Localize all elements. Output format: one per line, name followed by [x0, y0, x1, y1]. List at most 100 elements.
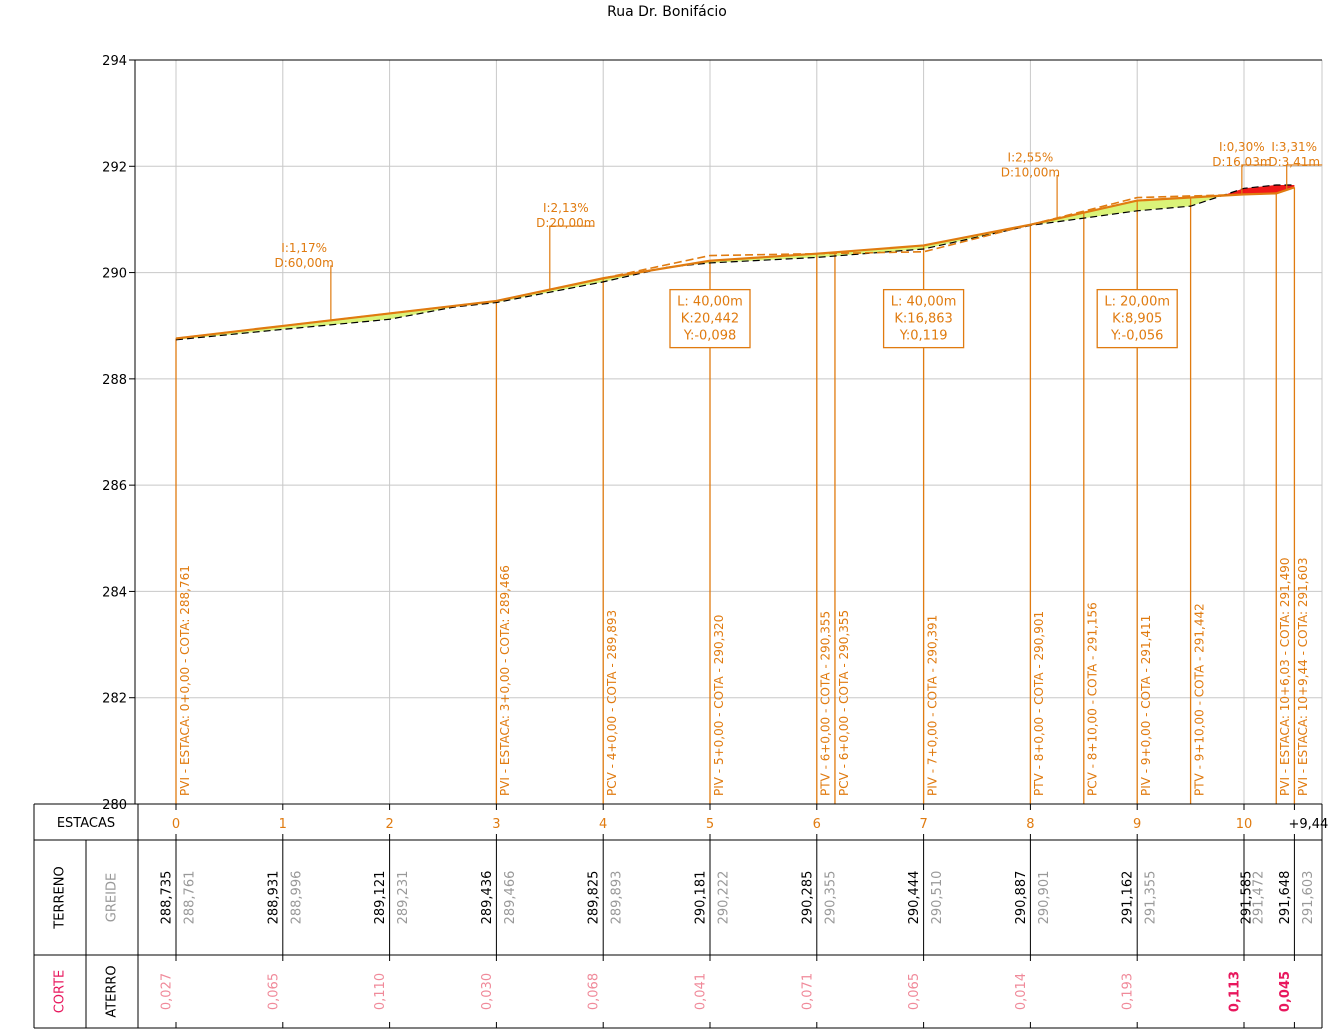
axes: 280 282 284 286 288 290 292 294 [102, 54, 1322, 813]
station-label: PVI - ESTACA: 10+6,03 - COTA: 291,490 [1278, 558, 1292, 796]
estaca-label: 1 [279, 817, 287, 832]
grade-leader [330, 265, 333, 321]
estaca-label: 5 [706, 817, 714, 832]
corte-aterro-value: 0,193 [1121, 973, 1136, 1010]
station-label: PIV - 7+0,00 - COTA - 290,391 [925, 615, 939, 796]
greide-value: 290,355 [823, 871, 838, 925]
corte-aterro-value: 0,027 [160, 973, 175, 1010]
curve-box-line: L: 40,00m [891, 295, 957, 310]
grade-distance-label: D:60,00m [274, 256, 333, 270]
corte-aterro-value: 0,113 [1228, 971, 1243, 1012]
corte-aterro-value: 0,068 [587, 973, 602, 1010]
terreno-line [175, 184, 1295, 341]
curve-box-line: L: 20,00m [1104, 295, 1170, 310]
greide-value: 288,996 [289, 871, 304, 925]
greide-value: 290,222 [717, 871, 732, 925]
terreno-value: 288,735 [160, 871, 175, 925]
terreno-value: 289,121 [373, 871, 388, 925]
curve-box-line: Y:-0,056 [1110, 329, 1164, 344]
grade-leader [1286, 164, 1323, 190]
y-tick-label: 284 [102, 585, 127, 600]
y-tick-label: 294 [102, 54, 127, 69]
station-label: PCV - 8+10,00 - COTA - 291,156 [1086, 602, 1100, 796]
estaca-label: 9 [1133, 817, 1141, 832]
station-label: PTV - 6+0,00 - COTA - 290,355 [819, 611, 833, 796]
estacas-header: ESTACAS [57, 816, 115, 831]
grade-label: I:1,17% [281, 241, 327, 255]
aterro-header: ATERRO [105, 965, 120, 1017]
grade-label: I:2,13% [543, 201, 589, 215]
greide-value: 291,603 [1301, 871, 1316, 925]
grade-label: I:0,30% [1219, 140, 1265, 154]
estaca-label: +9,44 [1288, 817, 1328, 832]
corte-aterro-value: 0,065 [266, 973, 281, 1010]
curve-box-line: K:8,905 [1112, 312, 1162, 327]
grade-distance-label: D:10,00m [1001, 166, 1060, 180]
corte-aterro-value: 0,065 [907, 973, 922, 1010]
estaca-label: 3 [492, 817, 500, 832]
terreno-value: 290,887 [1014, 871, 1029, 925]
y-tick-label: 292 [102, 160, 127, 175]
greide-value: 290,901 [1037, 871, 1052, 925]
terreno-value: 291,585 [1240, 871, 1255, 925]
greide-value: 289,231 [396, 871, 411, 925]
corte-aterro-value: 0,045 [1278, 971, 1293, 1012]
corte-aterro-value: 0,030 [480, 973, 495, 1010]
grade-leader [1241, 164, 1270, 195]
curve-box-line: Y:0,119 [899, 329, 948, 344]
terreno-value: 291,162 [1121, 871, 1136, 925]
profile-lines [175, 184, 1295, 341]
profile-table: ESTACAS TERRENO GREIDE CORTE ATERRO 0 1 2 3 4 5 6 7 8… [33, 803, 1328, 1029]
terreno-value: 289,436 [480, 871, 495, 925]
estaca-label: 2 [385, 817, 393, 832]
grade-leader [549, 225, 594, 290]
station-label: PCV - 6+0,00 - COTA - 290,355 [837, 610, 851, 796]
station-label: PTV - 9+10,00 - COTA - 291,442 [1192, 603, 1206, 796]
station-label: PIV - 5+0,00 - COTA - 290,320 [712, 615, 726, 796]
curve-box-line: K:20,442 [681, 312, 739, 327]
corte-aterro-value: 0,041 [694, 973, 709, 1010]
curve-box-line: Y:-0,098 [683, 329, 737, 344]
terreno-value: 289,825 [587, 871, 602, 925]
curve-box [669, 288, 751, 349]
greide-value: 289,893 [610, 871, 625, 925]
grade-label: I:3,31% [1271, 140, 1317, 154]
station-label: PVI - ESTACA: 10+9,44 - COTA: 291,603 [1296, 558, 1310, 796]
terreno-value: 290,181 [694, 871, 709, 925]
greide-value: 291,355 [1144, 871, 1159, 925]
aterro-area [676, 195, 1222, 267]
station-lines: PVI - ESTACA: 0+0,00 - COTA: 288,761 PVI … [175, 187, 1310, 804]
corte-header: CORTE [53, 970, 68, 1014]
annotations: I:1,17%D:60,00m I:2,13%D:20,00m I:2,55%D:1… [274, 140, 1323, 349]
corte-aterro-value: 0,071 [800, 973, 815, 1010]
grade-distance-label: D:3,41m [1268, 155, 1320, 169]
terreno-value: 291,648 [1278, 871, 1293, 925]
greide-header: GREIDE [105, 873, 120, 922]
estaca-label: 6 [813, 817, 821, 832]
terreno-header: TERRENO [53, 866, 68, 929]
y-tick-label: 286 [102, 479, 127, 494]
grade-label: I:2,55% [1008, 151, 1054, 165]
curve-box-line: L: 40,00m [677, 295, 743, 310]
estaca-label: 7 [919, 817, 927, 832]
chart-title: Rua Dr. Bonifácio [607, 4, 727, 20]
corte-aterro-value: 0,110 [373, 973, 388, 1010]
station-label: PCV - 4+0,00 - COTA - 289,893 [605, 610, 619, 796]
greide-value: 290,510 [930, 871, 945, 925]
curve-box-line: K:16,863 [894, 312, 952, 327]
greide-value: 289,466 [503, 871, 518, 925]
estaca-label: 0 [172, 817, 180, 832]
station-label: PTV - 8+0,00 - COTA - 290,901 [1032, 611, 1046, 796]
greide-value: 291,472 [1252, 871, 1267, 925]
y-tick-label: 282 [102, 692, 127, 707]
estaca-label: 4 [599, 817, 607, 832]
terreno-value: 290,285 [800, 871, 815, 925]
terreno-value: 288,931 [266, 871, 281, 925]
grade-leader [1056, 174, 1059, 219]
corte-aterro-value: 0,014 [1014, 973, 1029, 1010]
y-tick-label: 290 [102, 267, 127, 282]
estaca-label: 10 [1236, 817, 1253, 832]
greide-value: 288,761 [183, 871, 198, 925]
terreno-value: 290,444 [907, 871, 922, 925]
